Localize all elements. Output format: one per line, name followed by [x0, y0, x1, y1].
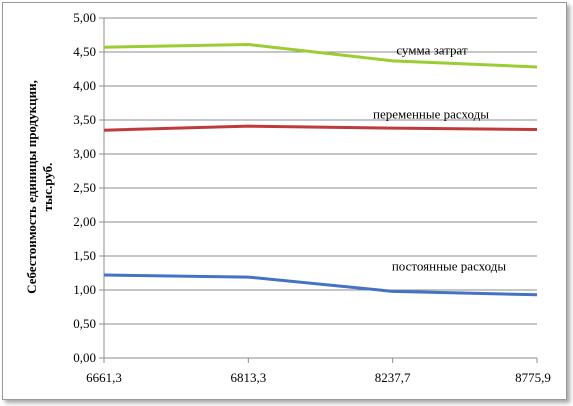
y-tick-label: 1,50	[73, 248, 96, 263]
chart-frame	[2, 2, 567, 400]
series-label: сумма затрат	[396, 43, 468, 58]
y-tick-label: 3,50	[73, 112, 96, 127]
y-tick-label: 0,00	[73, 350, 96, 365]
y-tick-label: 3,00	[73, 146, 96, 161]
series-line	[103, 273, 538, 297]
series-label: постоянные расходы	[392, 259, 507, 274]
y-axis-title-line-1: Себестоимость единицы продукции,	[24, 80, 39, 294]
x-tick-label: 6661,3	[86, 370, 122, 385]
x-axis-ticks: 6661,3 6813,3 8237,7 8775,9	[86, 358, 551, 385]
y-tick-label: 2,50	[73, 180, 96, 195]
x-tick-label: 6813,3	[230, 370, 266, 385]
series-label: переменные расходы	[373, 107, 489, 122]
series-line	[103, 43, 538, 69]
y-tick-label: 5,00	[73, 10, 96, 25]
series-line	[103, 124, 538, 132]
y-axis-title-line-2: тыс.руб.	[40, 163, 55, 212]
series-lines	[103, 43, 538, 297]
x-tick-label: 8237,7	[375, 370, 411, 385]
series-labels: сумма затрат переменные расходы постоянные…	[373, 43, 506, 274]
x-tick-label: 8775,9	[515, 370, 551, 385]
y-tick-label: 1,00	[73, 282, 96, 297]
y-tick-label: 4,00	[73, 78, 96, 93]
y-tick-label: 2,00	[73, 214, 96, 229]
y-tick-label: 0,50	[73, 316, 96, 331]
y-axis-ticks: 0,00 0,50 1,00 1,50 2,00 2,50 3,00 3,50 4,00 4,50…	[73, 10, 104, 365]
y-tick-label: 4,50	[73, 44, 96, 59]
